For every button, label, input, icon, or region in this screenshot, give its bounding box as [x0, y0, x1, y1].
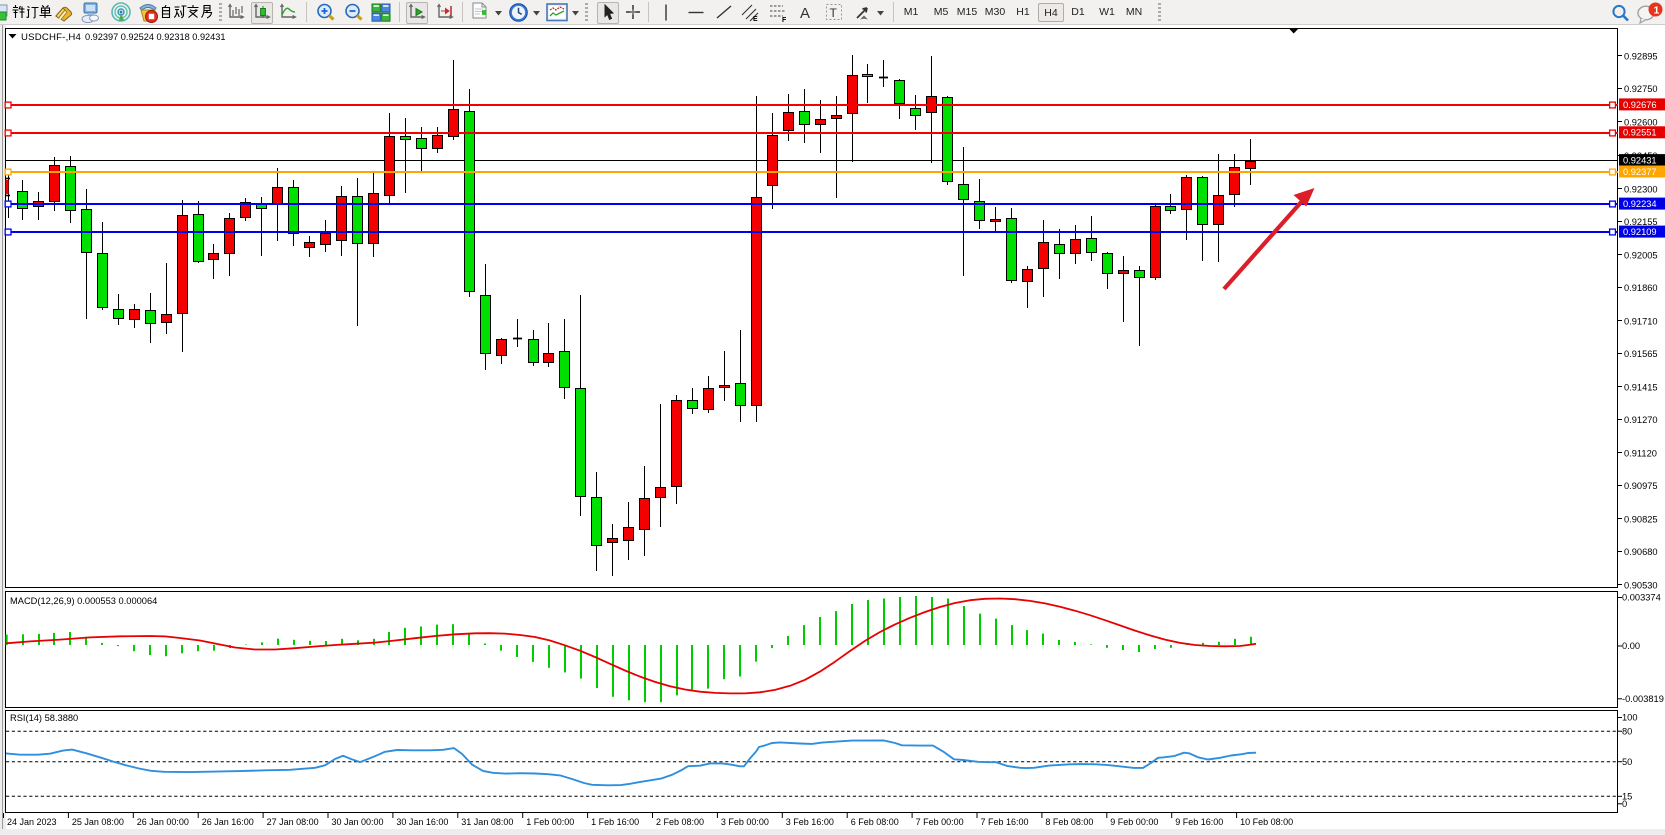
- svg-text:0.92431: 0.92431: [1623, 156, 1657, 166]
- svg-text:8 Feb 08:00: 8 Feb 08:00: [1045, 817, 1093, 827]
- svg-text:0.90975: 0.90975: [1624, 481, 1658, 491]
- svg-text:MACD(12,26,9) 0.000553 0.00006: MACD(12,26,9) 0.000553 0.000064: [10, 596, 157, 606]
- svg-text:80: 80: [1622, 726, 1632, 736]
- svg-text:T: T: [830, 6, 838, 20]
- svg-text:0.91860: 0.91860: [1624, 283, 1658, 293]
- svg-text:10 Feb 08:00: 10 Feb 08:00: [1240, 817, 1293, 827]
- svg-text:0.92005: 0.92005: [1624, 251, 1658, 261]
- svg-text:E: E: [753, 16, 758, 23]
- svg-text:0.92300: 0.92300: [1624, 185, 1658, 195]
- svg-text:0.90825: 0.90825: [1624, 514, 1658, 524]
- svg-text:24 Jan 2023: 24 Jan 2023: [7, 817, 57, 827]
- svg-text:26 Jan 00:00: 26 Jan 00:00: [137, 817, 189, 827]
- svg-text:0.003374: 0.003374: [1622, 593, 1661, 603]
- svg-text:1 Feb 16:00: 1 Feb 16:00: [591, 817, 639, 827]
- svg-text:0.92397 0.92524 0.92318 0.9243: 0.92397 0.92524 0.92318 0.92431: [85, 32, 226, 42]
- svg-text:0.92551: 0.92551: [1623, 128, 1657, 138]
- svg-text:30 Jan 16:00: 30 Jan 16:00: [396, 817, 448, 827]
- svg-text:1 Feb 00:00: 1 Feb 00:00: [526, 817, 574, 827]
- svg-text:0.92155: 0.92155: [1624, 217, 1658, 227]
- svg-text:0.91120: 0.91120: [1624, 448, 1657, 458]
- svg-text:0.90530: 0.90530: [1624, 580, 1658, 590]
- svg-text:3 Feb 00:00: 3 Feb 00:00: [721, 817, 769, 827]
- svg-text:6 Feb 08:00: 6 Feb 08:00: [851, 817, 899, 827]
- svg-text:3 Feb 16:00: 3 Feb 16:00: [786, 817, 834, 827]
- svg-text:0.92750: 0.92750: [1624, 84, 1658, 94]
- svg-text:RSI(14) 58.3880: RSI(14) 58.3880: [10, 713, 78, 723]
- svg-text:7 Feb 16:00: 7 Feb 16:00: [981, 817, 1029, 827]
- svg-text:1: 1: [1654, 4, 1660, 16]
- svg-text:9 Feb 16:00: 9 Feb 16:00: [1175, 817, 1223, 827]
- svg-text:0.00: 0.00: [1622, 641, 1640, 651]
- svg-text:USDCHF-,H4: USDCHF-,H4: [21, 32, 82, 43]
- svg-text:26 Jan 16:00: 26 Jan 16:00: [202, 817, 254, 827]
- svg-text:0.91710: 0.91710: [1624, 317, 1658, 327]
- svg-text:0.92676: 0.92676: [1623, 100, 1657, 110]
- svg-text:15: 15: [1622, 792, 1632, 802]
- svg-text:100: 100: [1622, 713, 1638, 723]
- svg-text:0: 0: [1622, 799, 1627, 809]
- svg-text:A: A: [800, 5, 810, 22]
- svg-text:27 Jan 08:00: 27 Jan 08:00: [267, 817, 319, 827]
- svg-text:0.91415: 0.91415: [1624, 382, 1658, 392]
- svg-text:0.91270: 0.91270: [1624, 415, 1658, 425]
- svg-text:0.92377: 0.92377: [1623, 167, 1657, 177]
- svg-text:0.92895: 0.92895: [1624, 52, 1658, 62]
- svg-text:0.91565: 0.91565: [1624, 349, 1658, 359]
- svg-text:-0.003819: -0.003819: [1622, 694, 1664, 704]
- svg-text:50: 50: [1622, 757, 1632, 767]
- svg-text:30 Jan 00:00: 30 Jan 00:00: [332, 817, 384, 827]
- svg-text:F: F: [782, 17, 787, 23]
- svg-text:9 Feb 00:00: 9 Feb 00:00: [1110, 817, 1158, 827]
- svg-text:7 Feb 00:00: 7 Feb 00:00: [916, 817, 964, 827]
- svg-text:25 Jan 08:00: 25 Jan 08:00: [72, 817, 124, 827]
- svg-text:0.92109: 0.92109: [1623, 227, 1657, 237]
- svg-text:2 Feb 08:00: 2 Feb 08:00: [656, 817, 704, 827]
- svg-text:31 Jan 08:00: 31 Jan 08:00: [461, 817, 513, 827]
- svg-text:0.92234: 0.92234: [1623, 199, 1657, 209]
- svg-text:0.92600: 0.92600: [1624, 118, 1658, 128]
- svg-text:0.90680: 0.90680: [1624, 547, 1658, 557]
